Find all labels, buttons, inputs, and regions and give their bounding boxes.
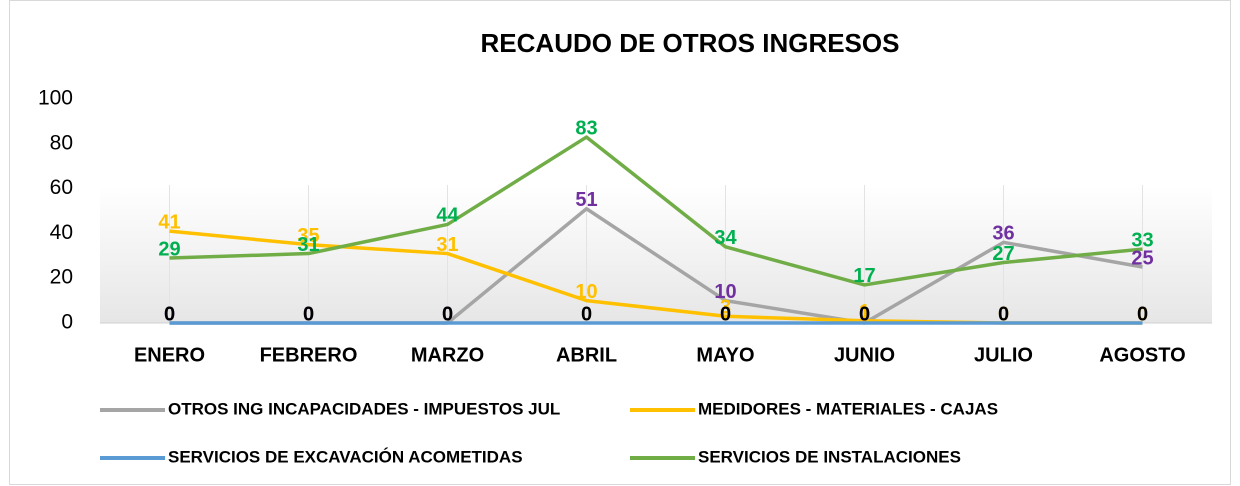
data-label: 0 xyxy=(581,303,592,325)
data-label: 51 xyxy=(575,189,597,211)
chart-title: RECAUDO DE OTROS INGRESOS xyxy=(481,28,900,58)
y-tick-label: 100 xyxy=(38,87,73,110)
y-tick-label: 80 xyxy=(50,131,73,154)
legend-label: MEDIDORES - MATERIALES - CAJAS xyxy=(698,399,998,418)
x-tick-label: ABRIL xyxy=(556,344,617,366)
data-label: 83 xyxy=(575,117,597,139)
x-tick-label: MARZO xyxy=(411,344,484,366)
y-tick-label: 0 xyxy=(61,311,73,334)
data-label: 17 xyxy=(853,265,875,287)
x-tick-label: MAYO xyxy=(696,344,754,366)
y-tick-label: 40 xyxy=(50,221,73,244)
data-label: 3 xyxy=(720,297,731,319)
data-label: 10 xyxy=(714,281,736,303)
data-label: 0 xyxy=(442,303,453,325)
data-label: 0 xyxy=(442,303,453,325)
legend-label: OTROS ING INCAPACIDADES - IMPUESTOS JUL xyxy=(168,399,560,418)
data-label: 0 xyxy=(1137,303,1148,325)
data-label: 0 xyxy=(998,303,1009,325)
series-line xyxy=(169,135,1143,287)
data-label: 41 xyxy=(158,211,180,233)
x-tick-label: JUNIO xyxy=(834,344,895,366)
data-label: 27 xyxy=(992,243,1014,265)
x-tick-label: JULIO xyxy=(974,344,1033,366)
data-label: 0 xyxy=(164,303,175,325)
data-label: 0 xyxy=(859,303,870,325)
data-label: 0 xyxy=(1137,303,1148,325)
legend-label: SERVICIOS DE EXCAVACIÓN ACOMETIDAS xyxy=(168,447,523,466)
data-label: 33 xyxy=(1131,229,1153,251)
data-label: 31 xyxy=(297,234,319,256)
data-label: 29 xyxy=(158,238,180,260)
data-label: 25 xyxy=(1131,247,1153,269)
data-label: 36 xyxy=(992,223,1014,245)
x-tick-label: AGOSTO xyxy=(1099,344,1185,366)
y-tick-label: 20 xyxy=(50,266,73,289)
data-label: 31 xyxy=(436,234,458,256)
data-label: 0 xyxy=(303,303,314,325)
data-label: 34 xyxy=(714,227,737,249)
x-tick-label: FEBRERO xyxy=(260,344,358,366)
data-label: 35 xyxy=(297,225,319,247)
data-label: 10 xyxy=(575,281,597,303)
data-label: 1 xyxy=(859,301,870,323)
data-label: 0 xyxy=(303,303,314,325)
data-label: 0 xyxy=(720,303,731,325)
data-label: 0 xyxy=(164,303,175,325)
data-label: 0 xyxy=(998,303,1009,325)
data-label: 44 xyxy=(436,205,459,227)
x-tick-label: ENERO xyxy=(134,344,205,366)
legend-label: SERVICIOS DE INSTALACIONES xyxy=(698,447,961,466)
y-tick-label: 60 xyxy=(50,176,73,199)
data-label: 0 xyxy=(859,303,870,325)
